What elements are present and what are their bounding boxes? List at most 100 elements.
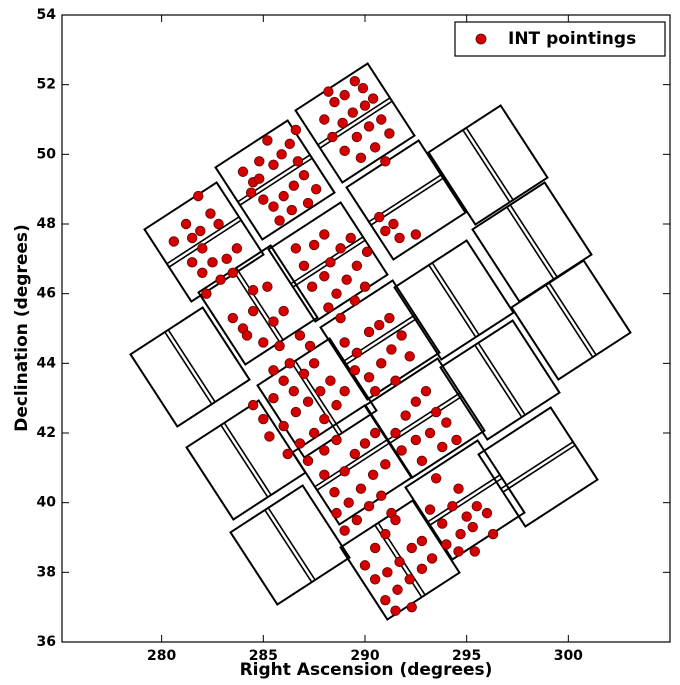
point: [390, 605, 401, 616]
point: [341, 274, 352, 285]
module-outline: [427, 104, 549, 226]
point: [441, 539, 452, 550]
point: [380, 156, 391, 167]
module-outline: [129, 306, 251, 428]
module-gap: [232, 269, 281, 343]
point: [361, 246, 373, 258]
point: [329, 487, 340, 498]
module-outline: [143, 181, 265, 303]
point: [308, 358, 320, 369]
point: [349, 75, 361, 87]
point: [339, 337, 350, 348]
point: [319, 413, 330, 425]
point: [351, 347, 363, 359]
point: [430, 473, 442, 484]
point: [388, 218, 399, 230]
x-tick-label: 285: [249, 648, 278, 664]
point: [437, 441, 448, 453]
point: [384, 312, 395, 324]
module-gap: [164, 331, 213, 405]
point: [351, 260, 363, 272]
point: [197, 267, 208, 278]
point: [339, 386, 350, 397]
ccd-module: [439, 319, 561, 441]
point: [284, 358, 295, 369]
point: [380, 225, 391, 237]
point: [430, 406, 442, 418]
module-outline: [294, 62, 416, 184]
point: [278, 375, 289, 386]
module-gap: [168, 219, 242, 268]
point: [298, 170, 310, 181]
x-tick-label: 295: [452, 648, 481, 664]
legend-marker: [475, 33, 487, 45]
point: [264, 431, 275, 442]
point: [331, 507, 342, 519]
point: [268, 201, 279, 212]
point: [247, 284, 259, 296]
point: [302, 455, 314, 467]
point: [410, 434, 422, 446]
point: [355, 483, 367, 494]
point: [467, 521, 478, 533]
point: [339, 145, 350, 157]
y-tick-label: 50: [37, 146, 57, 162]
point: [302, 396, 314, 407]
module-gap: [428, 264, 477, 338]
point: [247, 305, 259, 317]
point: [268, 159, 279, 170]
point: [262, 281, 273, 292]
module-gap: [235, 267, 284, 341]
module-gap: [545, 284, 594, 358]
point: [349, 295, 361, 306]
point: [369, 427, 381, 439]
point: [339, 525, 350, 536]
point: [453, 546, 464, 557]
point: [227, 267, 239, 278]
point: [351, 514, 363, 526]
point: [276, 149, 287, 160]
point: [369, 542, 381, 554]
ccd-module: [291, 404, 413, 526]
point: [323, 302, 334, 313]
point: [298, 260, 310, 272]
point: [282, 448, 293, 460]
x-tick-label: 280: [147, 648, 176, 664]
point: [469, 546, 480, 557]
point: [207, 257, 218, 268]
point: [359, 281, 371, 292]
y-tick-label: 38: [37, 564, 56, 580]
point: [308, 239, 320, 251]
ccd-module: [185, 399, 307, 521]
point: [343, 497, 354, 508]
point: [302, 197, 314, 209]
y-axis-label: Declination (degrees): [12, 224, 32, 432]
module-gap: [509, 204, 558, 278]
point: [258, 413, 269, 425]
point: [319, 469, 330, 481]
point: [404, 351, 415, 362]
point: [451, 434, 462, 446]
point: [426, 553, 438, 564]
point: [290, 243, 302, 254]
point: [390, 375, 401, 386]
module-gap: [427, 474, 501, 523]
point: [363, 121, 375, 132]
module-gap: [167, 329, 216, 403]
point: [274, 340, 285, 352]
module-gap: [477, 342, 526, 416]
module-gap: [502, 444, 576, 493]
point: [487, 528, 499, 540]
point: [237, 166, 249, 177]
point: [292, 156, 304, 167]
module-gap: [500, 441, 574, 490]
ccd-module: [427, 104, 549, 226]
module-gap: [548, 282, 597, 356]
point: [290, 406, 302, 418]
point: [213, 218, 224, 230]
ccd-module: [143, 181, 265, 303]
point: [258, 337, 269, 348]
point: [406, 601, 417, 613]
module-outline: [510, 259, 632, 381]
